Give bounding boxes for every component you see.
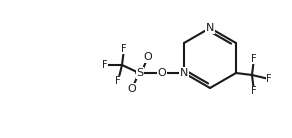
Text: F: F: [251, 54, 257, 64]
Text: O: O: [158, 68, 166, 78]
Text: F: F: [121, 44, 127, 54]
Text: O: O: [128, 84, 136, 94]
Text: F: F: [266, 74, 272, 84]
Text: F: F: [102, 60, 108, 70]
Text: F: F: [115, 76, 121, 86]
Text: O: O: [144, 52, 152, 62]
Text: S: S: [136, 68, 144, 78]
Text: F: F: [251, 86, 257, 96]
Text: N: N: [180, 68, 188, 78]
Text: N: N: [206, 23, 214, 33]
